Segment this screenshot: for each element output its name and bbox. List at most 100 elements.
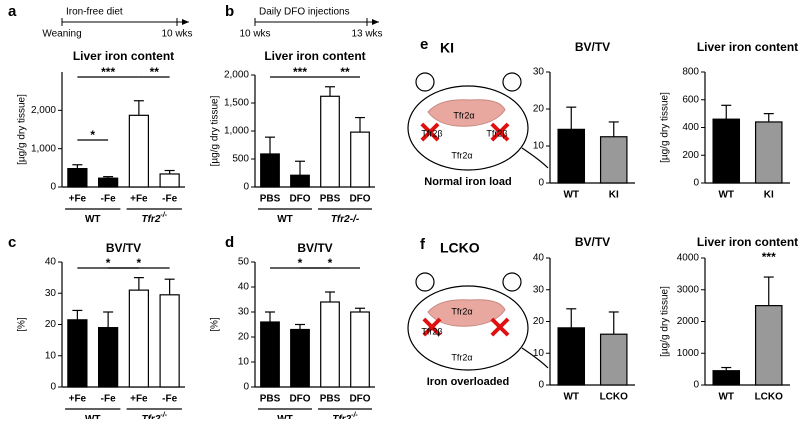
bar xyxy=(320,95,340,188)
y-tick-label: 0 xyxy=(538,380,544,391)
diagram-caption: Iron overloaded xyxy=(427,376,510,388)
error-bar xyxy=(265,136,275,154)
bar xyxy=(754,305,783,386)
group-label-text: Tfr2 xyxy=(141,214,160,225)
y-tick-label: 10 xyxy=(45,350,57,361)
diagram-label: Tfr2α xyxy=(453,110,474,120)
x-tick-label: +Fe xyxy=(130,394,148,405)
x-tick-label: DFO xyxy=(349,194,370,205)
error-bar xyxy=(566,308,577,328)
bar xyxy=(350,131,370,188)
x-tick-label: +Fe xyxy=(130,194,148,205)
error-bar xyxy=(721,104,732,120)
significance-label: * xyxy=(328,256,333,270)
liver xyxy=(427,99,506,127)
group-label: Tfr2-/- xyxy=(141,412,167,419)
y-axis-label: [%] xyxy=(210,317,221,332)
x-tick-label: LCKO xyxy=(755,392,784,403)
error-bar xyxy=(72,164,83,169)
group-label: Tfr2-/- xyxy=(141,212,167,225)
group-label-sup: -/- xyxy=(160,412,167,419)
panel-letter: a xyxy=(8,3,17,20)
x-tick-label: WT xyxy=(718,190,734,201)
x-tick-label: DFO xyxy=(289,394,310,405)
bar xyxy=(128,289,150,388)
panel-letter: d xyxy=(225,234,234,251)
x-tick-label: PBS xyxy=(320,194,341,205)
panel-letter: b xyxy=(225,3,234,20)
x-tick-label: -Fe xyxy=(162,194,177,205)
error-bar xyxy=(608,311,619,335)
bar xyxy=(712,118,741,184)
y-tick-label: 0 xyxy=(243,382,249,393)
x-tick-label: KI xyxy=(764,190,774,201)
chart-title: BV/TV xyxy=(297,241,332,255)
diagram-label: Tfr2α xyxy=(451,150,472,160)
group-label-text: WT xyxy=(85,214,101,225)
chart-title: Liver iron content xyxy=(697,40,798,54)
error-bar xyxy=(72,309,83,320)
x-tick-label: WT xyxy=(563,392,579,403)
error-bar xyxy=(763,276,774,306)
group-label-text: WT xyxy=(85,414,101,419)
y-tick-label: 30 xyxy=(533,67,545,78)
diagram-title: LCKO xyxy=(440,240,480,256)
y-tick-label: 4000 xyxy=(677,253,700,264)
error-bar xyxy=(566,106,577,130)
x-tick-label: -Fe xyxy=(101,394,116,405)
y-tick-label: 40 xyxy=(533,253,545,264)
chart-title: BV/TV xyxy=(575,235,610,249)
bar xyxy=(557,327,586,386)
group-label: WT xyxy=(277,214,293,225)
timeline-end-label: 13 wks xyxy=(351,29,382,40)
bar xyxy=(159,173,180,188)
panel-letter: c xyxy=(8,234,16,251)
significance-label: * xyxy=(90,128,95,142)
y-axis-label: [%] xyxy=(17,317,28,332)
y-tick-label: 0 xyxy=(50,182,56,193)
group-label-text: Tfr2 xyxy=(141,414,160,419)
error-bar xyxy=(164,278,175,295)
group-label-text: WT xyxy=(277,214,293,225)
y-tick-label: 30 xyxy=(238,307,250,318)
y-tick-label: 1000 xyxy=(677,348,700,359)
diagram-label: Tfr2β xyxy=(486,128,507,138)
mouse-diagram: f LCKO ✕ ✕ Tfr2α Tfr2β Tfr2α Iron overloaded xyxy=(407,236,549,388)
error-bar xyxy=(325,291,335,302)
error-bar xyxy=(103,176,114,179)
x-tick-label: PBS xyxy=(320,394,341,405)
y-tick-label: 20 xyxy=(533,316,545,327)
error-bar xyxy=(133,100,144,116)
y-axis-label: [µg/g dry tissue] xyxy=(660,92,671,163)
y-tick-label: 0 xyxy=(538,178,544,189)
error-bar xyxy=(295,160,305,176)
group-label-text: Tfr2-/- xyxy=(331,214,360,225)
bar xyxy=(599,136,628,184)
x-tick-label: KI xyxy=(609,190,619,201)
y-tick-label: 2,000 xyxy=(224,70,249,81)
x-tick-label: WT xyxy=(563,190,579,201)
significance-label: * xyxy=(106,256,111,270)
diagram-label: Tfr2β xyxy=(421,128,442,138)
y-tick-label: 40 xyxy=(238,282,250,293)
y-tick-label: 0 xyxy=(50,382,56,393)
error-bar xyxy=(325,86,335,97)
x-tick-label: WT xyxy=(718,392,734,403)
mouse-tail xyxy=(521,347,549,369)
mouse-ear xyxy=(502,272,522,292)
bar xyxy=(754,121,783,184)
group-label-text: WT xyxy=(277,414,293,419)
y-tick-label: 400 xyxy=(682,122,699,133)
significance-label: * xyxy=(137,256,142,270)
x-tick-label: -Fe xyxy=(162,394,177,405)
group-label: WT xyxy=(85,414,101,419)
timeline-start-label: Weaning xyxy=(42,29,81,40)
significance-label: *** xyxy=(293,65,307,79)
y-tick-label: 40 xyxy=(45,257,57,268)
bar xyxy=(260,321,280,388)
diagram-caption: Normal iron load xyxy=(424,176,511,188)
error-bar xyxy=(265,311,275,322)
chart-title: BV/TV xyxy=(106,241,141,255)
liver xyxy=(427,299,506,327)
